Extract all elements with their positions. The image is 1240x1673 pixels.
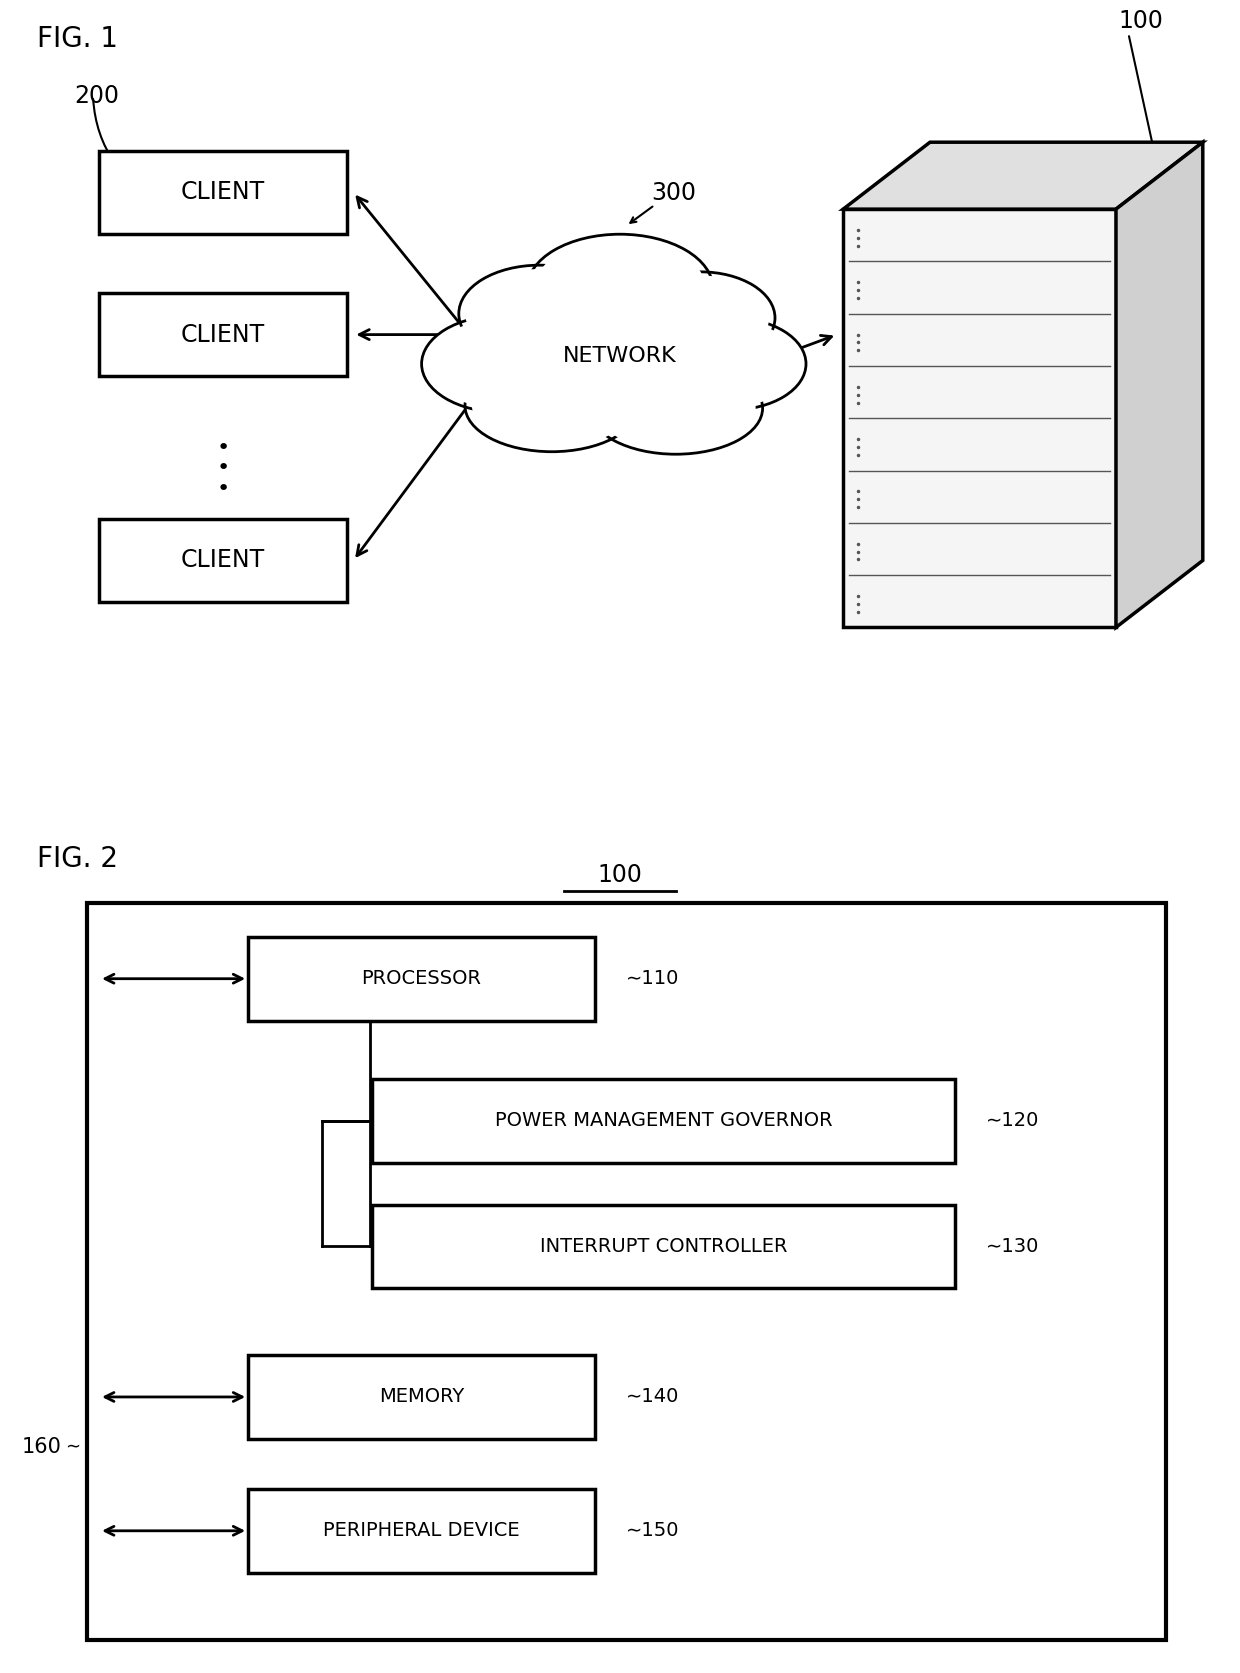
Bar xyxy=(248,937,595,1021)
Bar xyxy=(99,293,347,376)
Text: ∼110: ∼110 xyxy=(626,969,680,989)
Ellipse shape xyxy=(459,266,620,363)
Ellipse shape xyxy=(657,318,806,410)
Ellipse shape xyxy=(422,316,583,413)
Text: NETWORK: NETWORK xyxy=(563,346,677,365)
Text: FIG. 2: FIG. 2 xyxy=(37,845,118,873)
Text: CLIENT: CLIENT xyxy=(181,549,265,572)
Ellipse shape xyxy=(472,363,631,448)
Text: INTERRUPT CONTROLLER: INTERRUPT CONTROLLER xyxy=(539,1236,787,1256)
Bar xyxy=(248,1489,595,1573)
Text: ∼140: ∼140 xyxy=(626,1387,680,1407)
Polygon shape xyxy=(843,142,1203,209)
Text: •: • xyxy=(217,438,229,457)
Ellipse shape xyxy=(527,234,713,343)
Text: 300: 300 xyxy=(651,181,696,206)
Text: ∼130: ∼130 xyxy=(986,1236,1039,1256)
Bar xyxy=(87,903,1166,1640)
Ellipse shape xyxy=(516,343,699,427)
Ellipse shape xyxy=(663,321,800,407)
Bar xyxy=(843,209,1116,627)
Text: PROCESSOR: PROCESSOR xyxy=(362,969,481,989)
Ellipse shape xyxy=(465,360,639,452)
Ellipse shape xyxy=(508,340,707,430)
Bar xyxy=(99,151,347,234)
Text: •: • xyxy=(217,458,229,478)
Ellipse shape xyxy=(465,269,614,358)
Ellipse shape xyxy=(428,320,577,408)
Ellipse shape xyxy=(632,276,769,360)
Ellipse shape xyxy=(626,273,775,363)
Polygon shape xyxy=(1116,142,1203,627)
Text: 100: 100 xyxy=(1118,10,1163,33)
Bar xyxy=(99,519,347,602)
Text: PERIPHERAL DEVICE: PERIPHERAL DEVICE xyxy=(324,1521,520,1541)
Ellipse shape xyxy=(534,239,706,338)
Ellipse shape xyxy=(589,361,763,453)
Text: •: • xyxy=(217,480,229,499)
Text: FIG. 1: FIG. 1 xyxy=(37,25,118,54)
Text: MEMORY: MEMORY xyxy=(379,1387,464,1407)
Text: ∼120: ∼120 xyxy=(986,1111,1039,1131)
Ellipse shape xyxy=(596,366,755,450)
Ellipse shape xyxy=(511,294,717,408)
Text: 200: 200 xyxy=(74,84,119,107)
Bar xyxy=(372,1205,955,1288)
Ellipse shape xyxy=(502,289,725,415)
Text: 160: 160 xyxy=(22,1437,62,1457)
Text: 100: 100 xyxy=(598,863,642,887)
Text: ∼150: ∼150 xyxy=(626,1521,680,1541)
Text: POWER MANAGEMENT GOVERNOR: POWER MANAGEMENT GOVERNOR xyxy=(495,1111,832,1131)
Text: CLIENT: CLIENT xyxy=(181,323,265,346)
Text: CLIENT: CLIENT xyxy=(181,181,265,204)
Bar xyxy=(372,1079,955,1163)
Bar xyxy=(248,1355,595,1439)
Text: ∼: ∼ xyxy=(66,1439,81,1456)
